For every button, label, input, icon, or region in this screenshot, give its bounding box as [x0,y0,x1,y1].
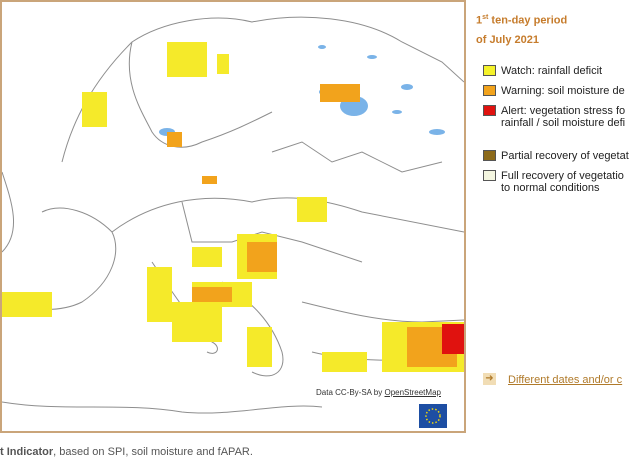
legend-swatch [483,65,496,76]
legend-label: Warning: soil moisture de [501,85,625,97]
legend-item: Alert: vegetation stress fo rainfall / so… [483,105,625,129]
map: Data CC-By-SA by OpenStreetMap [0,0,466,433]
legend-item: Full recovery of vegetatio to normal cond… [483,170,624,194]
legend-label: Full recovery of vegetatio [501,170,624,182]
legend-swatch [483,150,496,161]
arrow-icon: ➜ [483,373,496,385]
footer-text: , based on SPI, soil moisture and fAPAR. [53,446,253,458]
legend-label: to normal conditions [501,182,600,194]
period-month: of July 2021 [476,33,539,46]
period-text: ten-day period [491,14,568,27]
period-title: 1st ten-day period of July 2021 [476,8,567,50]
dates-link[interactable]: ➜ Different dates and/or c [483,373,623,386]
attribution-text: Data CC-By-SA by [316,388,383,397]
link-text[interactable]: Different dates and/or c [508,374,623,386]
footer-bold: t Indicator [0,446,54,458]
legend-item: Partial recovery of vegetat [483,150,629,162]
legend-label: Partial recovery of vegetat [501,150,629,162]
legend-item: Warning: soil moisture de [483,85,625,97]
footer: t Indicator, based on SPI, soil moisture… [0,446,253,458]
legend-swatch [483,105,496,116]
legend-swatch [483,85,496,96]
period-number: 1 [476,14,483,27]
legend-label: Alert: vegetation stress fo [501,105,626,117]
legend-label: Watch: rainfall deficit [501,65,603,77]
legend-swatch [483,170,496,181]
attribution: Data CC-By-SA by OpenStreetMap [316,388,441,397]
legend-label: rainfall / soil moisture defi [501,117,626,129]
legend-item: Watch: rainfall deficit [483,65,602,77]
map-drawing [2,16,464,431]
period-suffix: st [482,14,489,21]
osm-link[interactable]: OpenStreetMap [384,388,441,397]
